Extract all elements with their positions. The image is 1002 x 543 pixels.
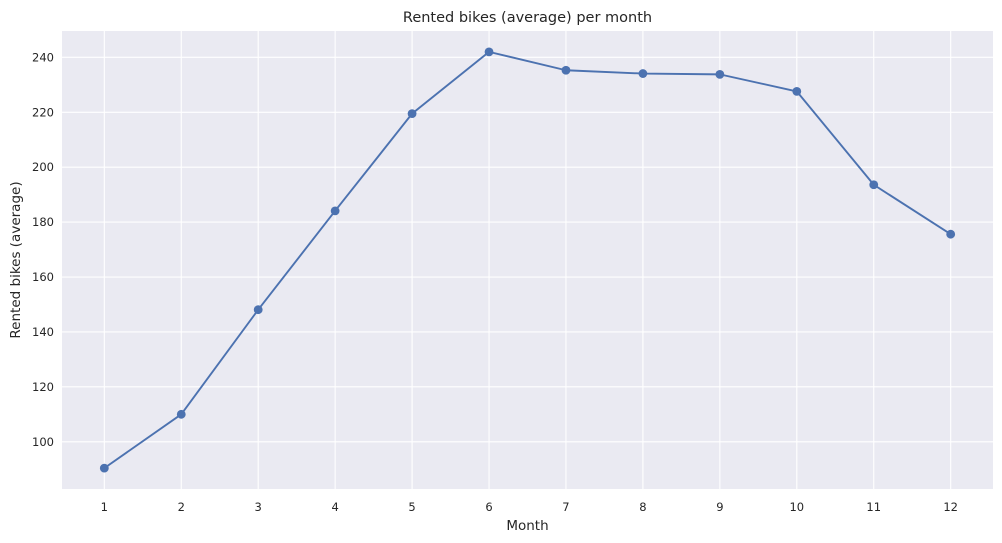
- x-tick-label: 5: [408, 500, 415, 514]
- vertical-gridlines: [103, 31, 952, 489]
- x-axis-ticks: 1 2 3 4 5 6 7 8 9 10 11 12: [101, 500, 958, 514]
- horizontal-gridlines: [62, 56, 993, 443]
- data-point: [484, 47, 494, 57]
- data-point: [407, 109, 417, 119]
- y-tick-label: 220: [32, 105, 54, 119]
- x-tick-label: 11: [866, 500, 881, 514]
- y-tick-label: 140: [32, 325, 54, 339]
- x-tick-label: 9: [716, 500, 723, 514]
- x-axis-label: Month: [506, 518, 548, 534]
- y-tick-label: 200: [32, 160, 54, 174]
- data-point: [561, 65, 571, 75]
- y-tick-label: 240: [32, 50, 54, 64]
- data-point: [99, 463, 109, 473]
- chart-title: Rented bikes (average) per month: [403, 10, 652, 26]
- series-line: [103, 50, 952, 470]
- data-point: [638, 69, 648, 78]
- y-tick-label: 120: [32, 380, 54, 394]
- y-tick-label: 180: [32, 215, 54, 229]
- y-axis-label: Rented bikes (average): [8, 181, 24, 338]
- series-layer: [99, 47, 956, 473]
- x-tick-label: 7: [562, 500, 569, 514]
- data-point: [253, 305, 263, 315]
- data-point: [715, 69, 725, 79]
- x-tick-label: 4: [331, 500, 338, 514]
- data-point: [946, 229, 956, 239]
- x-tick-label: 2: [178, 500, 185, 514]
- x-tick-label: 3: [255, 500, 262, 514]
- x-tick-label: 1: [101, 500, 108, 514]
- x-tick-label: 8: [639, 500, 646, 514]
- plot-area: [62, 31, 993, 489]
- x-tick-label: 12: [943, 500, 958, 514]
- x-tick-label: 6: [485, 500, 492, 514]
- data-point: [176, 409, 186, 419]
- data-point: [330, 206, 340, 216]
- y-tick-label: 100: [32, 435, 54, 449]
- y-tick-label: 160: [32, 270, 54, 284]
- x-tick-label: 10: [789, 500, 804, 514]
- data-point: [869, 180, 879, 190]
- y-axis-ticks: 100 120 140 160 180 200 220 240: [32, 50, 54, 448]
- data-point: [792, 87, 802, 96]
